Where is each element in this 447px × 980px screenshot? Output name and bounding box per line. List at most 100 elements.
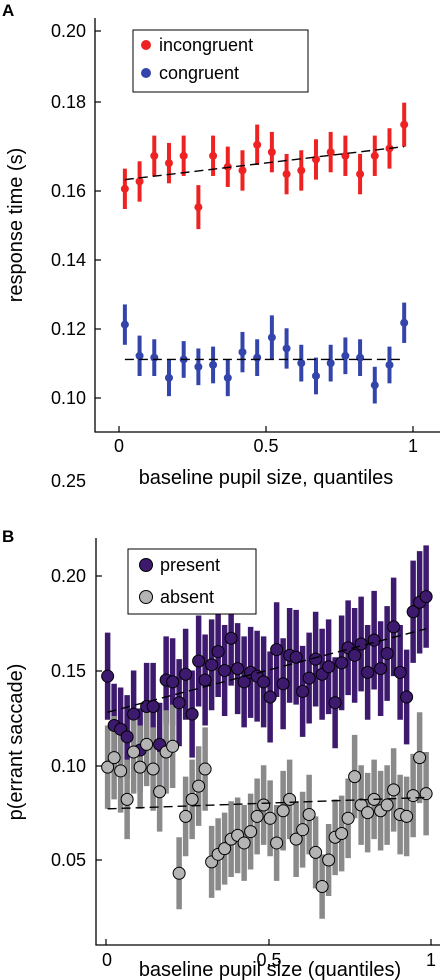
present-data-point [419, 590, 433, 604]
present-data-point [198, 673, 212, 687]
panel-a-y-axis-label: response time (s) [5, 148, 27, 303]
panel-b-plot-area [101, 545, 433, 919]
incongruent-data-point [400, 120, 409, 129]
present-trend-line [107, 628, 427, 713]
congruent-data-point [326, 359, 335, 368]
absent-data-point [400, 809, 414, 823]
present-data-point [296, 684, 310, 698]
absent-data-point [406, 789, 420, 803]
present-data-point [257, 675, 271, 689]
y-tick-label: 0.05 [51, 850, 86, 870]
legend-marker-incongruent [141, 40, 151, 50]
present-data-point [322, 660, 336, 674]
panel-b-x-axis-label: baseline pupil size (quantiles) [139, 959, 401, 980]
panel-a-letter: A [2, 1, 14, 20]
present-data-point [367, 633, 381, 647]
x-tick-label: 0 [102, 950, 112, 970]
absent-data-point [133, 760, 147, 774]
x-tick-label: 0.5 [256, 950, 281, 970]
congruent-data-point [297, 359, 306, 368]
y-tick-label: 0.14 [51, 250, 86, 270]
x-tick-label: 1 [408, 436, 418, 456]
incongruent-data-point [370, 151, 379, 160]
incongruent-data-point [209, 151, 218, 160]
absent-data-point [380, 798, 394, 812]
present-data-point [270, 643, 284, 657]
absent-data-point [289, 832, 303, 846]
absent-data-point [172, 866, 186, 880]
absent-data-point [387, 783, 401, 797]
incongruent-data-point [238, 166, 247, 175]
absent-data-point [218, 842, 232, 856]
absent-data-point [263, 811, 277, 825]
panel-a-legend: incongruent congruent [132, 29, 309, 93]
panel-a-y-ticks: 0.10 0.12 0.14 0.16 0.18 0.20 [51, 21, 101, 408]
absent-data-point [322, 853, 336, 867]
present-data-point [289, 650, 303, 664]
congruent-data-point [209, 360, 218, 369]
absent-data-point [348, 770, 362, 784]
absent-data-point [283, 792, 297, 806]
incongruent-data-point [120, 184, 129, 193]
present-data-point [387, 620, 401, 634]
y-tick-label: 0.10 [51, 756, 86, 776]
incongruent-data-point [282, 170, 291, 179]
congruent-data-point [267, 333, 276, 342]
present-data-point [328, 696, 342, 710]
absent-data-point [419, 787, 433, 801]
present-data-point [146, 700, 160, 714]
absent-data-point [244, 825, 258, 839]
panel-a-x-ticks: 0 0.5 1 [114, 426, 418, 456]
x-tick-label: 0 [114, 436, 124, 456]
congruent-data-point [238, 348, 247, 357]
legend-label-congruent: congruent [159, 63, 239, 83]
incongruent-data-point [311, 155, 320, 164]
congruent-data-point [253, 353, 262, 362]
absent-data-point [192, 779, 206, 793]
congruent-data-point [311, 371, 320, 380]
absent-data-point [198, 762, 212, 776]
absent-data-point [335, 826, 349, 840]
legend-marker-present [139, 558, 153, 572]
present-data-point [211, 645, 225, 659]
present-data-point [302, 671, 316, 685]
y-tick-label: 0.10 [51, 388, 86, 408]
incongruent-data-point [341, 151, 350, 160]
congruent-data-point [356, 353, 365, 362]
congruent-data-point [370, 381, 379, 390]
absent-data-point [361, 806, 375, 820]
absent-data-point [257, 798, 271, 812]
panel-b-axes [95, 538, 440, 946]
present-data-point [218, 664, 232, 677]
incongruent-data-point [356, 170, 365, 179]
absent-data-point [309, 845, 323, 859]
panel-a-plot-area [120, 102, 409, 404]
panel-b-x-ticks: 0 0.5 1 [102, 939, 436, 970]
present-data-point [120, 730, 134, 744]
present-data-point [101, 669, 115, 683]
absent-trend-line [107, 796, 427, 810]
incongruent-data-point [194, 203, 203, 212]
panel-b-letter: B [2, 527, 14, 546]
absent-data-point [127, 745, 141, 759]
incongruent-data-point [297, 166, 306, 175]
x-tick-label: 0.5 [253, 436, 278, 456]
incongruent-data-point [135, 177, 144, 186]
congruent-data-point [150, 353, 159, 362]
absent-data-point [140, 737, 154, 751]
incongruent-data-point [150, 151, 159, 160]
congruent-data-point [223, 373, 232, 382]
present-data-point [127, 707, 141, 721]
x-tick-label: 1 [426, 950, 436, 970]
present-data-point [172, 696, 186, 710]
legend-label-incongruent: incongruent [159, 35, 253, 55]
y-tick-label: 0.12 [51, 319, 86, 339]
present-data-point [231, 662, 245, 676]
present-data-point [263, 690, 277, 704]
absent-data-point [302, 808, 316, 822]
present-data-point [166, 675, 180, 689]
absent-data-point [341, 811, 355, 825]
panel-b-y-axis-label: p(errant saccade) [5, 664, 27, 821]
legend-label-present: present [160, 555, 220, 575]
